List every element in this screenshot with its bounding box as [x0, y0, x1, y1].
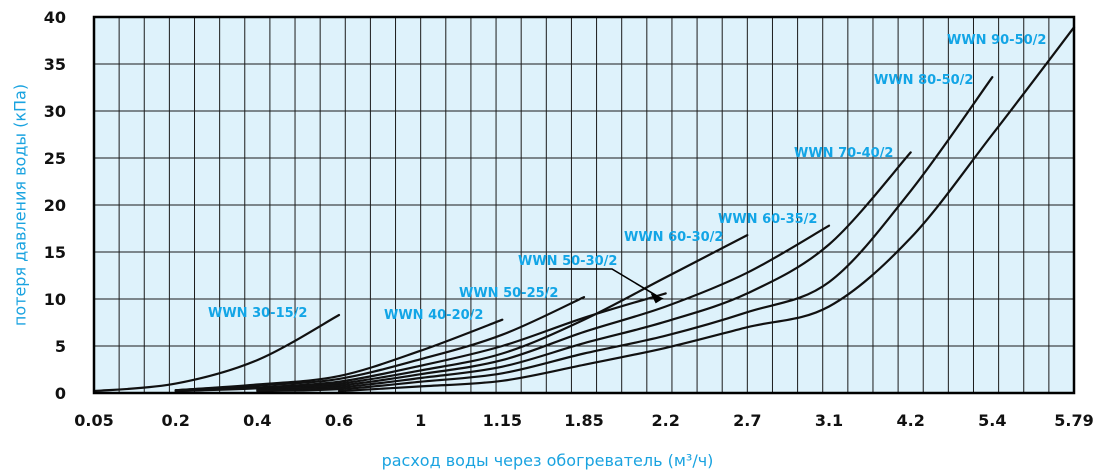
y-tick-label: 30: [44, 102, 66, 121]
series-label: WWN 60-35/2: [718, 212, 817, 227]
x-tick-label: 1.85: [564, 411, 603, 430]
x-axis-title: расход воды через обогреватель (м³/ч): [381, 451, 714, 470]
x-tick-label: 5.79: [1054, 411, 1093, 430]
x-tick-label: 1: [415, 411, 426, 430]
series-labels: WWN 30-15/2 WWN 40-20/2 WWN 50-25/2 WWN 50-…: [208, 33, 1046, 323]
x-tick-label: 5.4: [978, 411, 1006, 430]
series-label: WWN 90-50/2: [947, 33, 1046, 48]
series-label: WWN 80-50/2: [874, 73, 973, 88]
y-tick-label: 5: [55, 337, 66, 356]
series-line: [256, 151, 912, 392]
x-tick-label: 4.2: [896, 411, 924, 430]
x-axis-ticks: 0.05 0.2 0.4 0.6 1 1.15 1.85 2.2 2.7 3.1 4.2 5.4 5.7…: [74, 411, 1093, 430]
y-tick-label: 25: [44, 149, 66, 168]
series-line: [256, 76, 994, 393]
series-line: [256, 224, 831, 391]
x-tick-label: 0.4: [243, 411, 271, 430]
grid: [94, 17, 1074, 393]
x-tick-label: 0.2: [161, 411, 189, 430]
y-tick-label: 10: [44, 290, 66, 309]
series-label: WWN 60-30/2: [624, 230, 723, 245]
series-line: [92, 313, 341, 393]
y-tick-label: 15: [44, 243, 66, 262]
label-leader-arrow: [650, 293, 664, 304]
series-label: WWN 30-15/2: [208, 306, 307, 321]
series-label: WWN 70-40/2: [794, 146, 893, 161]
series-label: WWN 40-20/2: [384, 308, 483, 323]
x-tick-label: 2.7: [733, 411, 761, 430]
series-label: WWN 50-25/2: [459, 286, 558, 301]
y-tick-label: 35: [44, 55, 66, 74]
x-tick-label: 2.2: [651, 411, 679, 430]
y-tick-label: 40: [44, 8, 66, 27]
x-tick-label: 0.05: [74, 411, 113, 430]
series-layer: [92, 26, 1076, 393]
series-line: [337, 26, 1076, 393]
series-line: [174, 296, 586, 392]
label-leader-line: [549, 268, 659, 298]
x-tick-label: 0.6: [325, 411, 353, 430]
plot-frame: [92, 15, 1076, 395]
y-axis-ticks: 0 5 10 15 20 25 30 35 40: [44, 8, 66, 403]
y-tick-label: 20: [44, 196, 66, 215]
y-tick-label: 0: [55, 384, 66, 403]
x-tick-label: 3.1: [815, 411, 843, 430]
x-tick-label: 1.15: [483, 411, 522, 430]
y-axis-title: потеря давления воды (кПа): [10, 83, 30, 327]
series-label: WWN 50-30/2: [518, 254, 617, 269]
